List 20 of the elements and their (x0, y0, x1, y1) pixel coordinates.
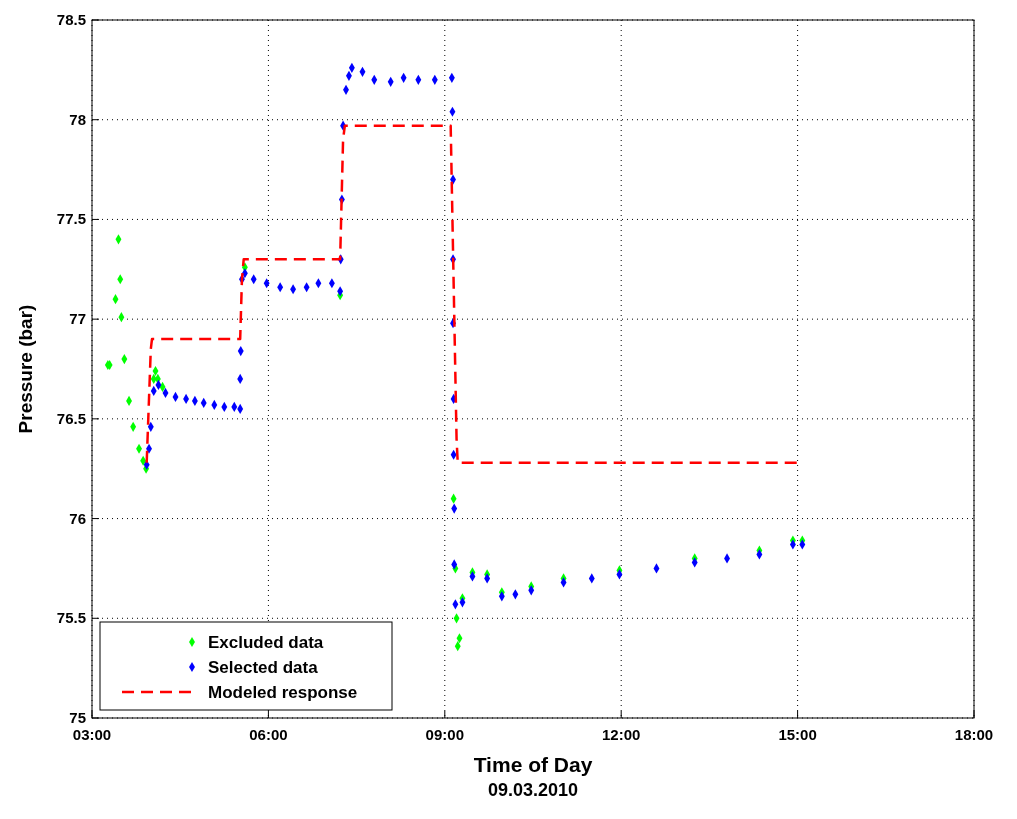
x-tick-label: 15:00 (778, 726, 817, 743)
y-tick-label: 77.5 (56, 210, 86, 228)
x-axis-title: Time of Day (473, 753, 593, 776)
y-tick-label: 77 (69, 310, 86, 328)
y-tick-label: 78 (69, 110, 86, 128)
y-tick-label: 75.5 (56, 609, 86, 627)
legend-label: Modeled response (208, 683, 358, 702)
y-tick-label: 78.5 (56, 11, 86, 28)
x-tick-label: 09:00 (425, 726, 464, 743)
legend-label: Selected data (208, 658, 319, 677)
x-tick-label: 03:00 (72, 726, 112, 743)
text: 09.03.2010 (487, 780, 579, 800)
x-tick-label: 06:00 (249, 726, 288, 743)
y-tick-label: 76 (69, 509, 86, 527)
y-axis-title: Pressure (bar) (15, 304, 36, 434)
x-tick-label: 12:00 (602, 726, 641, 743)
y-tick-label: 76.5 (56, 409, 86, 427)
y-tick-label: 75 (69, 709, 86, 726)
legend-label: Excluded data (208, 633, 324, 652)
x-tick-label: 18:00 (954, 726, 994, 743)
